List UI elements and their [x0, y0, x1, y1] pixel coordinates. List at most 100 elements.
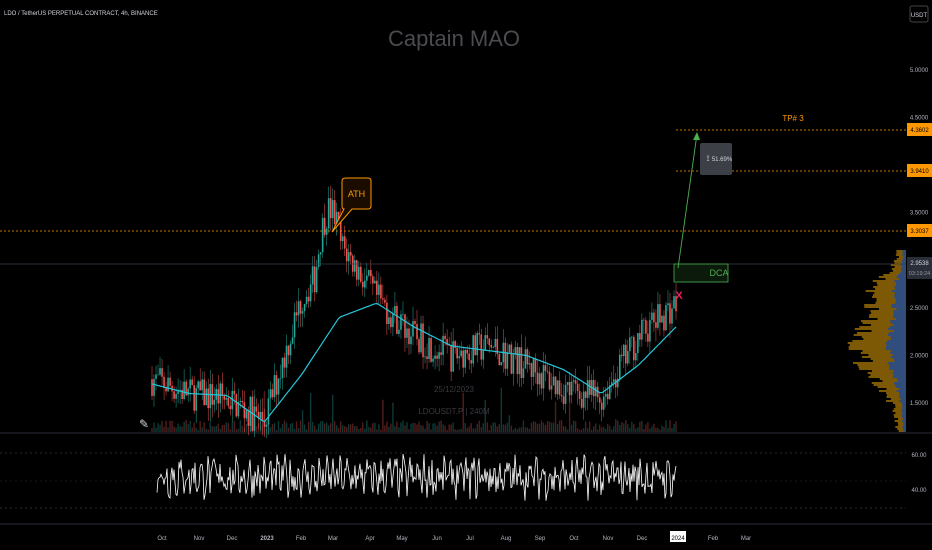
volume-profile-bar [893, 330, 906, 332]
volume-profile-bar [897, 380, 906, 382]
volume-bar [157, 423, 159, 432]
volume-bar [617, 420, 619, 432]
candle-body [532, 358, 535, 377]
candle-body [675, 296, 677, 312]
volume-bar [562, 426, 565, 432]
volume-profile-bar [889, 366, 906, 368]
volume-profile-bar [891, 304, 906, 306]
volume-bar [223, 424, 225, 432]
candle-body [420, 323, 422, 353]
candle-body [323, 217, 326, 235]
volume-bar [621, 422, 623, 432]
candle-body [153, 378, 155, 396]
candle-body [169, 377, 171, 386]
volume-profile-bar [900, 272, 906, 274]
volume-bar [474, 428, 476, 432]
volume-bar [392, 402, 394, 432]
tp1-price-badge [907, 224, 932, 237]
price-tick: 2.0000 [910, 353, 929, 359]
volume-profile-bar [864, 306, 906, 308]
volume-bar [462, 392, 464, 432]
tp3-price: 4.3602 [910, 128, 929, 134]
measure-value: 51.69% [712, 157, 733, 163]
candle-body [245, 410, 248, 419]
candle-body [297, 301, 300, 316]
candle-body [516, 347, 519, 375]
volume-profile-bar [879, 390, 906, 392]
volume-profile-bar [871, 312, 906, 314]
candle-body [418, 339, 420, 353]
candle-body [219, 383, 222, 404]
time-tick: Feb [708, 536, 719, 542]
volume-bar [520, 427, 523, 432]
candle-body [665, 305, 667, 331]
candle-body [341, 236, 344, 242]
candle-body [414, 321, 416, 324]
candle-body [225, 397, 228, 400]
candle-body [598, 397, 601, 403]
volume-profile-bar [876, 282, 906, 284]
volume-bar [597, 429, 599, 432]
candle-body [195, 388, 197, 411]
currency-box[interactable] [909, 5, 929, 23]
volume-bar [528, 428, 531, 432]
candle-body [474, 335, 477, 356]
volume-bar [273, 423, 276, 432]
volume-bar [279, 428, 282, 432]
time-axis[interactable]: Oct Nov Dec 2023 Feb Mar Apr May Jun Jul Aug Sep Oct… [157, 531, 751, 542]
measure-badge[interactable]: ⟟ 51.69% [700, 143, 733, 175]
volume-bar [323, 423, 326, 432]
dca-box[interactable]: DCA [673, 263, 729, 283]
volume-profile-bar [898, 274, 906, 276]
candle-body [452, 341, 454, 372]
candle-body [305, 296, 308, 305]
projection-arrow[interactable] [677, 132, 700, 269]
candle-body [303, 304, 306, 312]
candle-body [673, 296, 675, 309]
time-tick: Aug [501, 536, 512, 542]
time-tick: Nov [194, 536, 205, 542]
volume-profile-bar [894, 280, 906, 282]
volume-bar [299, 420, 302, 432]
volume-profile-bar [899, 394, 906, 396]
candle-body [175, 393, 177, 399]
volume-profile-bar [879, 378, 906, 380]
volume-bar [444, 425, 446, 432]
volume-bar [496, 426, 499, 432]
volume-bar [615, 419, 617, 432]
volume-bar [325, 422, 328, 432]
measure-icon: ⟟ [707, 154, 710, 163]
candle-body [199, 381, 201, 391]
ath-callout[interactable]: ATH [331, 177, 372, 233]
time-tick: Dec [227, 536, 238, 542]
candle-body [434, 355, 436, 359]
volume-bar [454, 429, 456, 432]
candle-body [291, 337, 294, 344]
volume-bar [542, 422, 545, 432]
volume-bar [416, 424, 418, 432]
candle-body [550, 385, 553, 390]
candle-body [231, 390, 234, 410]
volume-profile-bar [885, 278, 906, 280]
replay-marker-icon[interactable]: ✎ [139, 417, 149, 431]
volume-profile-bar [887, 340, 906, 342]
candle-body [347, 252, 350, 262]
volume-profile-bar [888, 332, 906, 334]
volume-bar [470, 423, 472, 432]
volume-bar [153, 422, 155, 432]
volume-profile-bar [902, 252, 906, 254]
candle-body [594, 386, 597, 397]
volume-bar [619, 425, 621, 432]
candle-body [267, 398, 270, 425]
candle-body [498, 353, 501, 366]
volume-profile-bar [896, 252, 906, 254]
volume-bar [434, 423, 436, 432]
volume-profile-bar [893, 408, 906, 410]
candle-body [659, 304, 661, 323]
candle-body [444, 335, 446, 340]
candle-body [345, 248, 348, 262]
volume-profile-bar [896, 284, 906, 286]
candle-body [470, 360, 473, 364]
volume-bar [283, 420, 286, 432]
